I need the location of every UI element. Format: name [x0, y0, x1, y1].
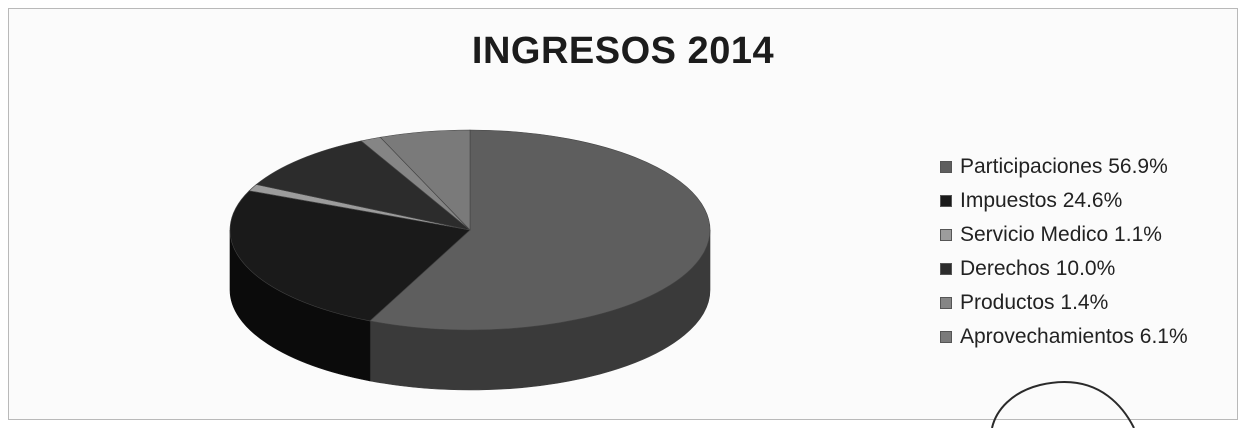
legend-swatch: [940, 161, 952, 173]
pie-tops: [229, 129, 711, 331]
chart-legend: Participaciones 56.9% Impuestos 24.6% Serv…: [940, 150, 1240, 354]
legend-swatch: [940, 263, 952, 275]
legend-label: Productos 1.4%: [960, 291, 1109, 314]
legend-item: Productos 1.4%: [940, 286, 1240, 320]
legend-swatch: [940, 331, 952, 343]
legend-label: Derechos 10.0%: [960, 257, 1116, 280]
pie-slice-aprovechamientos: [379, 129, 471, 231]
legend-swatch: [940, 195, 952, 207]
chart-title: INGRESOS 2014: [471, 30, 775, 72]
legend-swatch: [940, 229, 952, 241]
legend-label: Participaciones 56.9%: [960, 155, 1168, 178]
handwritten-stroke: [991, 381, 1135, 428]
legend-swatch: [940, 297, 952, 309]
legend-label: Servicio Medico 1.1%: [960, 223, 1162, 246]
pie-slice-derechos: [255, 140, 471, 231]
legend-item: Servicio Medico 1.1%: [940, 218, 1240, 252]
legend-label: Impuestos 24.6%: [960, 189, 1123, 212]
legend-item: Derechos 10.0%: [940, 252, 1240, 286]
pie-slice-participaciones: [369, 129, 711, 331]
legend-item: Impuestos 24.6%: [940, 184, 1240, 218]
legend-item: Participaciones 56.9%: [940, 150, 1240, 184]
legend-label: Aprovechamientos 6.1%: [960, 325, 1188, 348]
legend-item: Aprovechamientos 6.1%: [940, 320, 1240, 354]
pie-slice-impuestos: [229, 190, 471, 322]
